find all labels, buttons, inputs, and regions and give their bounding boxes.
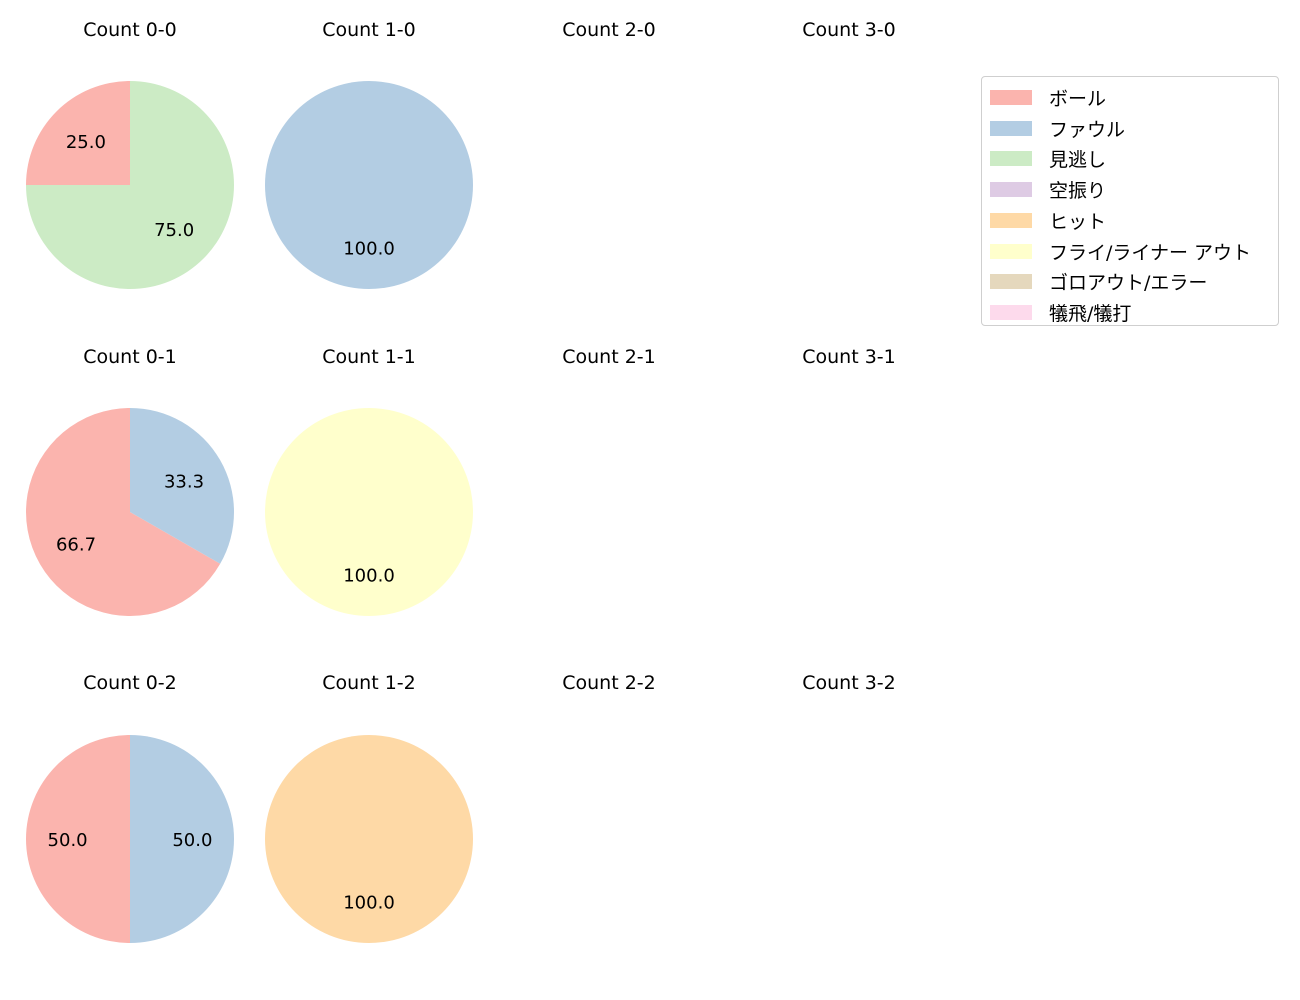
pie-slice xyxy=(26,735,130,943)
panel-title: Count 0-1 xyxy=(83,346,177,368)
chart-legend: ボールファウル見逃し空振りヒットフライ/ライナー アウト ゴロアウト/エラー 犠飛/… xyxy=(981,76,1279,326)
legend-label: 空振り xyxy=(1049,180,1107,203)
legend-label: 見逃し xyxy=(1049,149,1107,172)
legend-swatch xyxy=(990,182,1032,198)
slice-percent-label: 75.0 xyxy=(154,220,194,241)
pie-slice xyxy=(26,81,130,185)
legend-label: ヒット xyxy=(1049,210,1107,233)
panel-title: Count 3-2 xyxy=(802,672,896,694)
panel-title: Count 2-0 xyxy=(562,19,656,41)
slice-percent-label: 66.7 xyxy=(56,534,96,555)
panel-title: Count 0-2 xyxy=(83,672,177,694)
legend-swatch xyxy=(990,274,1032,290)
legend-swatch xyxy=(990,212,1032,228)
legend-label: ゴロアウト/エラー xyxy=(1049,272,1208,295)
legend-swatch xyxy=(990,243,1032,259)
legend-item: 空振り xyxy=(982,173,1278,202)
pie-slice xyxy=(265,408,473,616)
pie-slice xyxy=(130,407,235,564)
legend-label: 犠飛/犠打 xyxy=(1049,302,1132,325)
legend-label: フライ/ライナー アウト xyxy=(1049,241,1252,264)
panel-title: Count 3-1 xyxy=(802,346,896,368)
slice-percent-label: 100.0 xyxy=(343,238,395,259)
slice-percent-label: 25.0 xyxy=(66,132,106,153)
panel-title: Count 1-0 xyxy=(322,19,416,41)
pie-slice xyxy=(26,408,221,617)
legend-label: ボール xyxy=(1049,88,1107,110)
panel-title: Count 1-1 xyxy=(322,346,416,368)
legend-item: ボール xyxy=(982,81,1278,110)
panel-title: Count 1-2 xyxy=(322,672,416,694)
slice-percent-label: 100.0 xyxy=(343,565,395,586)
panel-title: Count 3-0 xyxy=(802,19,896,41)
slice-percent-label: 33.3 xyxy=(164,472,204,493)
panel-title: Count 2-1 xyxy=(562,346,656,368)
legend-swatch xyxy=(990,304,1032,320)
slice-percent-label: 100.0 xyxy=(343,892,395,913)
pie-slice xyxy=(26,81,234,289)
pie-slice xyxy=(265,81,473,289)
pie-slice xyxy=(265,735,473,943)
legend-swatch xyxy=(990,151,1032,167)
legend-label: ファウル xyxy=(1049,118,1126,141)
slice-percent-label: 50.0 xyxy=(48,830,88,851)
panel-title: Count 0-0 xyxy=(83,19,177,41)
slice-percent-label: 50.0 xyxy=(172,830,212,851)
panel-title: Count 2-2 xyxy=(562,672,656,694)
legend-swatch xyxy=(990,120,1032,136)
legend-item: 犠飛/犠打 xyxy=(982,296,1278,325)
pie-slice xyxy=(130,735,234,943)
legend-item: 見逃し xyxy=(982,142,1278,171)
legend-item: ゴロアウト/エラー xyxy=(982,265,1278,294)
legend-item: ファウル xyxy=(982,112,1278,141)
legend-item: ヒット xyxy=(982,204,1278,233)
legend-swatch xyxy=(990,90,1032,105)
legend-item: フライ/ライナー アウト xyxy=(982,235,1278,264)
